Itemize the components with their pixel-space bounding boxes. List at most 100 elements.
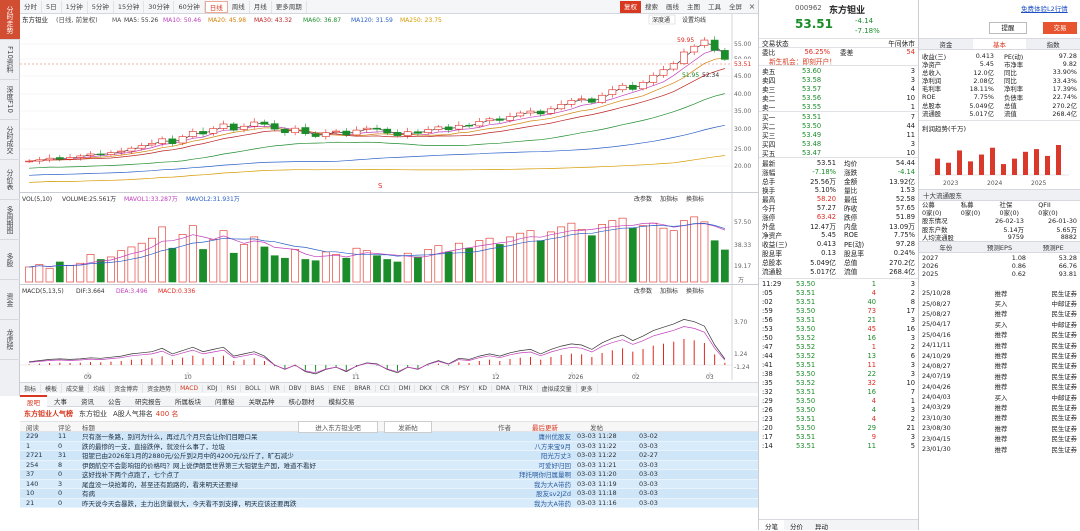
period-5day[interactable]: 5日 (42, 0, 62, 13)
indicator-tab[interactable]: WR (266, 384, 285, 392)
indicator-tab[interactable]: 资金趋势 (143, 383, 177, 393)
indicator-tab[interactable]: KD (474, 384, 492, 392)
indicator-tab[interactable]: BIAS (306, 384, 330, 392)
period-weekly[interactable]: 周线 (228, 0, 250, 13)
indicator-tab[interactable]: 模板 (41, 383, 63, 393)
indicator-tab[interactable]: BRAR (350, 384, 376, 392)
rating-row[interactable]: 24/08/27 推荐 民生证券 (919, 361, 1080, 371)
rating-row[interactable]: 23/01/30 推荐 民生证券 (919, 444, 1080, 454)
period-more[interactable]: 更多周期 (272, 0, 307, 13)
alert-button[interactable]: 提醒 (989, 22, 1027, 34)
post-author[interactable]: 股友sv2JZd (536, 490, 571, 499)
period-monthly[interactable]: 月线 (250, 0, 272, 13)
trade-button[interactable]: 交易 (1043, 22, 1077, 34)
rating-row[interactable]: 24/03/29 推荐 民生证券 (919, 402, 1080, 412)
post-author[interactable]: 八方来宝9月 (534, 442, 571, 451)
forum-tab[interactable]: 研究报告 (135, 398, 161, 406)
sort-author[interactable]: 作者 (498, 423, 511, 432)
macd-switch-indicator-button[interactable]: 换指标 (686, 287, 704, 295)
indicator-tab[interactable]: KDJ (203, 384, 223, 392)
rating-row[interactable]: 24/10/29 推荐 民生证券 (919, 350, 1080, 361)
tab-price-dist[interactable]: 分价 (790, 523, 803, 531)
indicator-tab[interactable]: CCI (376, 384, 395, 392)
volume-panel[interactable]: VOL(5,10) VOLUME:25.561万 MAVOL1:33.287万 … (20, 192, 758, 284)
rating-row[interactable]: 25/04/16 推荐 民生证券 (919, 330, 1080, 340)
tab-intraday[interactable]: 分时走势 (0, 0, 20, 40)
post-title[interactable]: 这好找补下两个点跑了，七个点了 (82, 471, 180, 480)
tab-multi-period[interactable]: 多周期图 (0, 200, 20, 240)
vol-params-button[interactable]: 改参数 (634, 195, 652, 203)
search-button[interactable]: 搜索 (645, 2, 658, 11)
forum-tab[interactable]: 核心题材 (288, 398, 315, 406)
promo-text[interactable]: 新生机会：即刻开户！ (769, 57, 836, 66)
forum-row[interactable]: 229 11 只有涨一条路，别问为什么，再过几个月只会让你们目瞪口呆 庸州优股友 03-… (20, 432, 758, 442)
tab-price-table[interactable]: 分价表 (0, 160, 20, 200)
tab-basic[interactable]: 基本 (972, 39, 1027, 49)
forum-row[interactable]: 1 0 跌的最惨的一支，直接跌停，就没什么事了，垃圾 八方来宝9月 03-03 11:2… (20, 441, 758, 451)
period-60min[interactable]: 60分钟 (174, 0, 205, 13)
tab-ticks[interactable]: 分笔 (759, 520, 784, 531)
indicator-tab[interactable]: MACD (176, 384, 204, 392)
rating-row[interactable]: 25/10/28 推荐 民生证券 (919, 288, 1080, 298)
post-title[interactable]: 跌的最惨的一支，直接跌停，就没什么事了，垃圾 (82, 442, 225, 451)
new-post-button[interactable]: 发新帖 (384, 420, 432, 433)
rating-row[interactable]: 25/08/27 买入 中邮证券 (919, 298, 1080, 309)
post-title[interactable]: 钽铌已由2026年1月的2880元/公斤到2月中的4200元/公斤了，旷石减少 (82, 452, 294, 461)
macd-panel[interactable]: MACD(5,13,5) DIF:3.664 DEA:3.496 MACD:0.… (20, 284, 758, 381)
tab-alerts[interactable]: 异动 (815, 523, 828, 531)
vol-switch-indicator-button[interactable]: 换指标 (686, 195, 704, 203)
forum-row[interactable]: 37 0 这好找补下两个点跑了，七个点了 拜托啊你归属量啊 03-03 11:20 03-… (20, 470, 758, 480)
period-30min[interactable]: 30分钟 (144, 0, 175, 13)
enter-forum-button[interactable]: 进入东方钽业吧 (298, 420, 378, 433)
tab-tick[interactable]: 分时成交 (0, 120, 20, 160)
rating-row[interactable]: 24/11/11 推荐 民生证券 (919, 340, 1080, 350)
indicator-tab[interactable]: 虚拟成交量 (538, 383, 577, 393)
draw-button[interactable]: 画线 (666, 2, 679, 11)
indicator-tab[interactable]: 均线 (89, 383, 111, 393)
post-title[interactable]: 昨天说今天会暴跌，主力出货量很大，今天看不到支撑，明天应该还要再跌 (82, 499, 297, 508)
forum-tab[interactable]: 公告 (108, 398, 121, 406)
rating-row[interactable]: 24/04/26 推荐 民生证券 (919, 382, 1080, 392)
post-author[interactable]: 庸州优股友 (538, 433, 572, 442)
vol-add-indicator-button[interactable]: 加指标 (660, 195, 678, 203)
forum-tab[interactable]: 关联品种 (248, 398, 275, 406)
macd-params-button[interactable]: 改参数 (634, 287, 652, 295)
indicator-tab[interactable]: DKX (415, 384, 437, 392)
period-daily[interactable]: 日线 (204, 0, 228, 13)
post-author[interactable]: 阳光万丈3 (540, 452, 571, 461)
tab-f10[interactable]: F10资料 (0, 40, 20, 80)
forum-row[interactable]: 10 0 有病 股友sv2JZd 03-03 11:18 03-03 (20, 489, 758, 499)
post-author[interactable]: 可爱好归回 (538, 461, 572, 470)
forum-row[interactable]: 140 3 尾盘没一块抢筹的，甚至还有跑路的，看来明天还要绿 我为大A带药 03-03 … (20, 479, 758, 489)
forum-tab[interactable]: 所属板块 (175, 398, 201, 406)
indicator-tab[interactable]: PSY (454, 384, 475, 392)
period-15min[interactable]: 15分钟 (114, 0, 145, 13)
indicator-tab[interactable]: 更多 (577, 383, 598, 393)
forum-row[interactable]: 254 8 伊朗航空不会影响钽的价格吗？网上说伊朗是世界第三大钽铌生产国，难道不看好… (20, 460, 758, 470)
tab-index[interactable]: 指数 (1046, 41, 1060, 49)
main-chart-button[interactable]: 主图 (687, 2, 700, 11)
indicator-tab[interactable]: ENE (329, 384, 351, 392)
indicator-tab[interactable]: TRIX (515, 384, 538, 392)
indicator-tab[interactable]: 资金博弈 (110, 383, 144, 393)
post-author[interactable]: 我为大A带药 (534, 499, 571, 508)
tools-button[interactable]: 工具 (708, 2, 721, 11)
forum-tab[interactable]: 股吧 (20, 395, 47, 407)
rights-dropdown[interactable]: 复权 (620, 0, 641, 13)
forum-row[interactable]: 21 0 昨天说今天会暴跌，主力出货量很大，今天看不到支撑，明天应该还要再跌 我为大A… (20, 498, 758, 508)
rating-row[interactable]: 23/04/15 推荐 民生证券 (919, 433, 1080, 444)
forum-tab[interactable]: 模拟交易 (328, 398, 355, 406)
period-1min[interactable]: 1分钟 (62, 0, 88, 13)
candlestick-chart[interactable]: 55.0050.0045.0040.0035.0030.0025.0020.00… (20, 14, 758, 192)
period-intraday[interactable]: 分时 (20, 0, 42, 13)
indicator-tab[interactable]: 成交量 (62, 383, 90, 393)
forum-row[interactable]: 2721 31 钽铌已由2026年1月的2880元/公斤到2月中的4200元/公斤了… (20, 451, 758, 461)
post-title[interactable]: 有病 (82, 490, 95, 499)
post-author[interactable]: 我为大A带药 (534, 480, 571, 489)
rating-row[interactable]: 23/08/30 推荐 民生证券 (919, 423, 1080, 433)
rating-row[interactable]: 24/07/19 推荐 民生证券 (919, 371, 1080, 381)
post-title[interactable]: 尾盘没一块抢筹的，甚至还有跑路的，看来明天还要绿 (82, 480, 238, 489)
rating-row[interactable]: 25/04/17 买入 中邮证券 (919, 319, 1080, 329)
rating-row[interactable]: 25/08/27 推荐 民生证券 (919, 309, 1080, 319)
macd-add-indicator-button[interactable]: 加指标 (660, 287, 678, 295)
